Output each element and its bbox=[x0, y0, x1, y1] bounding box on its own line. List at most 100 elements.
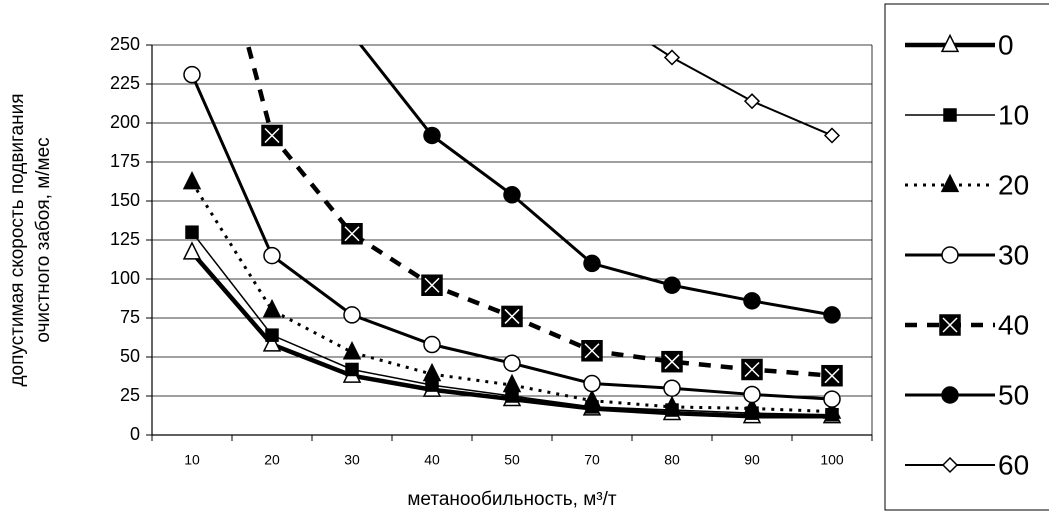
y-tick-label: 75 bbox=[120, 307, 140, 327]
marker-part bbox=[943, 108, 957, 122]
marker bbox=[821, 364, 843, 387]
marker-part bbox=[264, 127, 280, 144]
x-tick-label: 30 bbox=[344, 452, 360, 468]
marker-part bbox=[185, 225, 199, 239]
plot-area bbox=[182, 0, 843, 424]
y-tick-label: 0 bbox=[130, 424, 140, 444]
marker-part bbox=[343, 306, 361, 324]
marker bbox=[743, 292, 761, 310]
marker bbox=[341, 223, 363, 245]
marker-part bbox=[585, 0, 599, 13]
series-line bbox=[190, 181, 833, 414]
marker bbox=[663, 379, 681, 397]
marker-part bbox=[664, 354, 680, 370]
marker-part bbox=[663, 379, 681, 397]
marker bbox=[581, 340, 603, 362]
marker-part bbox=[941, 246, 959, 264]
marker bbox=[423, 126, 441, 145]
marker-part bbox=[584, 343, 600, 359]
marker-part bbox=[824, 368, 840, 384]
legend-label: 20 bbox=[998, 169, 1029, 200]
marker bbox=[743, 93, 761, 110]
marker-part bbox=[423, 335, 441, 354]
marker-part bbox=[422, 362, 442, 382]
marker bbox=[823, 390, 841, 408]
marker-part bbox=[182, 241, 202, 260]
marker bbox=[941, 456, 959, 474]
x-tick-label: 20 bbox=[264, 452, 280, 468]
marker-part bbox=[940, 33, 960, 53]
marker bbox=[185, 225, 199, 239]
marker-part bbox=[262, 333, 282, 352]
marker-part bbox=[503, 186, 521, 204]
y-tick-label: 150 bbox=[110, 190, 140, 210]
marker bbox=[261, 124, 283, 147]
marker-part bbox=[424, 277, 440, 293]
marker bbox=[422, 362, 442, 382]
marker bbox=[265, 328, 279, 342]
legend-label: 0 bbox=[998, 29, 1014, 60]
marker bbox=[662, 395, 682, 415]
x-tick-label: 80 bbox=[664, 452, 680, 468]
marker bbox=[742, 397, 762, 416]
y-tick-label: 200 bbox=[110, 112, 140, 132]
legend-label: 60 bbox=[998, 449, 1029, 480]
marker bbox=[503, 354, 521, 372]
marker-part bbox=[423, 126, 441, 145]
series-line bbox=[358, 45, 833, 317]
marker bbox=[822, 400, 842, 419]
marker bbox=[503, 186, 521, 204]
legend-label: 50 bbox=[998, 379, 1029, 410]
marker-part bbox=[744, 361, 760, 378]
y-axis-title: очистного забоя, м/мес bbox=[33, 137, 54, 342]
marker bbox=[182, 171, 202, 190]
marker bbox=[941, 246, 959, 264]
marker bbox=[345, 362, 359, 377]
marker-part bbox=[663, 49, 681, 66]
x-axis-title: метанообильность, м³/т bbox=[407, 489, 617, 510]
marker-part bbox=[342, 341, 362, 360]
legend-label: 30 bbox=[998, 239, 1029, 270]
y-tick-label: 50 bbox=[120, 346, 140, 366]
marker-part bbox=[583, 254, 601, 273]
marker-part bbox=[263, 246, 281, 265]
marker bbox=[585, 0, 599, 13]
legend-box bbox=[884, 3, 1049, 511]
y-tick-label: 125 bbox=[110, 229, 140, 249]
marker-part bbox=[743, 93, 761, 110]
marker bbox=[502, 373, 522, 393]
marker bbox=[661, 350, 683, 373]
marker bbox=[741, 358, 763, 381]
legend-label: 40 bbox=[998, 309, 1029, 340]
y-tick-label: 100 bbox=[110, 268, 140, 288]
x-tick-label: 40 bbox=[424, 452, 440, 468]
marker-part bbox=[941, 386, 959, 404]
marker bbox=[663, 49, 681, 66]
marker-part bbox=[344, 226, 360, 242]
marker-part bbox=[583, 374, 601, 393]
marker bbox=[663, 276, 681, 294]
y-tick-label: 25 bbox=[120, 385, 140, 405]
marker-part bbox=[344, 26, 360, 42]
marker bbox=[262, 298, 282, 318]
marker-part bbox=[941, 456, 959, 474]
x-tick-label: 100 bbox=[820, 452, 844, 468]
marker bbox=[743, 385, 761, 404]
marker-part bbox=[742, 397, 762, 416]
x-tick-label: 10 bbox=[184, 452, 200, 468]
series-line bbox=[650, 45, 833, 137]
marker bbox=[421, 274, 443, 296]
x-tick-label: 70 bbox=[584, 452, 600, 468]
x-tick-label: 90 bbox=[744, 452, 760, 468]
marker bbox=[342, 341, 362, 360]
y-tick-label: 225 bbox=[110, 73, 140, 93]
marker-part bbox=[502, 373, 522, 393]
marker bbox=[263, 246, 281, 265]
marker-part bbox=[743, 385, 761, 404]
y-axis-title: допустимая скорость подвигания bbox=[7, 93, 28, 386]
marker bbox=[823, 127, 841, 144]
legend-label: 10 bbox=[998, 99, 1029, 130]
marker-part bbox=[265, 328, 279, 342]
marker-part bbox=[182, 171, 202, 190]
